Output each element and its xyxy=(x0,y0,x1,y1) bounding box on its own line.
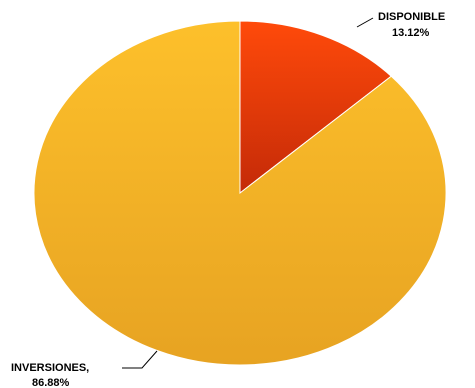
leader-line-disponible xyxy=(356,17,374,28)
pie-slice-disponible xyxy=(239,20,393,195)
label-inversiones: INVERSIONES, 86.88% xyxy=(11,350,158,388)
slice-label-inversiones: INVERSIONES, xyxy=(11,362,89,374)
slice-value-disponible: 13.12% xyxy=(392,27,430,39)
pie-slice-inversiones xyxy=(33,20,447,366)
pie-slices xyxy=(33,20,447,366)
slice-value-inversiones: 86.88% xyxy=(32,377,70,388)
label-disponible: DISPONIBLE 13.12% xyxy=(356,11,445,39)
slice-label-disponible: DISPONIBLE xyxy=(378,11,445,23)
leader-line-inversiones xyxy=(122,350,158,369)
